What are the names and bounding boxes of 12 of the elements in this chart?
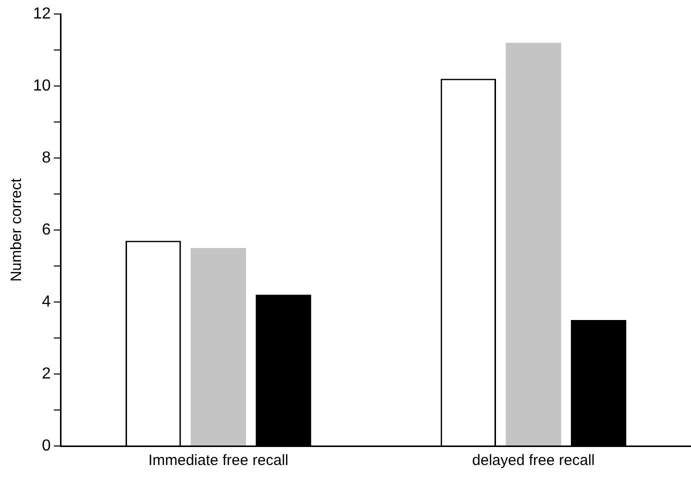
y-tick-label: 12 [33,5,51,22]
y-tick-label: 10 [33,77,51,94]
bar [506,42,562,446]
bar [190,248,246,446]
x-tick-label: Immediate free recall [148,452,288,470]
y-tick-label: 0 [42,437,51,454]
y-axis-title: Number correct [8,177,26,282]
y-tick-label: 8 [42,149,51,166]
y-tick-label: 2 [42,365,51,382]
y-tick-label: 4 [42,293,51,310]
y-tick-label: 6 [42,221,51,238]
x-tick-label: delayed free recall [472,452,595,470]
